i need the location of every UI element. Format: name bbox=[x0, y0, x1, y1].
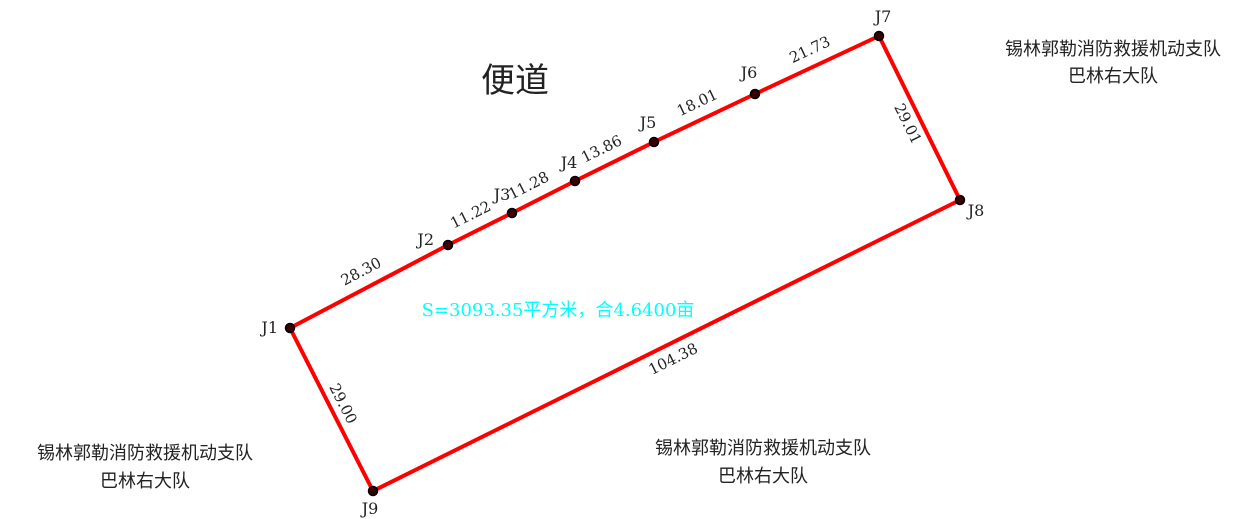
survey-point-label: J8 bbox=[966, 201, 985, 220]
survey-point-label: J7 bbox=[873, 7, 892, 26]
survey-point-marker bbox=[442, 239, 454, 251]
survey-point-marker bbox=[284, 322, 296, 334]
survey-point-label: J2 bbox=[415, 230, 434, 249]
neighbor-name: 锡林郭勒消防救援机动支队 bbox=[655, 438, 871, 459]
survey-point-label: J4 bbox=[559, 153, 578, 172]
boundary-edge-j2-j3 bbox=[446, 211, 514, 247]
survey-point-label: J3 bbox=[492, 185, 511, 204]
survey-point-marker bbox=[367, 485, 379, 497]
boundary-edge-j7-j8 bbox=[877, 34, 962, 202]
boundary-edge-j9-j1 bbox=[288, 326, 375, 493]
survey-point-label: J9 bbox=[360, 499, 379, 518]
boundary-edge-j3-j4 bbox=[510, 179, 577, 215]
boundary-layer bbox=[288, 34, 962, 493]
neighbor-label-bottom-center: 锡林郭勒消防救援机动支队 巴林右大队 bbox=[655, 438, 871, 487]
neighbor-label-top-right: 锡林郭勒消防救援机动支队 巴林右大队 bbox=[1005, 39, 1221, 87]
survey-point-marker bbox=[569, 175, 581, 187]
boundary-edge-j4-j5 bbox=[573, 140, 656, 183]
survey-point-label: J5 bbox=[638, 113, 657, 132]
boundary-edge-j1-j2 bbox=[288, 243, 450, 330]
neighbor-name: 锡林郭勒消防救援机动支队 bbox=[37, 443, 253, 464]
neighbor-label-bottom-left: 锡林郭勒消防救援机动支队 巴林右大队 bbox=[37, 443, 253, 492]
neighbor-unit: 巴林右大队 bbox=[100, 471, 190, 492]
neighbor-name: 锡林郭勒消防救援机动支队 bbox=[1005, 39, 1221, 60]
boundary-edge-j5-j6 bbox=[652, 92, 757, 144]
boundary-edge-j6-j7 bbox=[753, 34, 881, 96]
boundary-edge-j8-j9 bbox=[371, 198, 962, 493]
neighbor-unit: 巴林右大队 bbox=[718, 466, 808, 487]
survey-point-marker bbox=[873, 30, 885, 42]
survey-point-label: J6 bbox=[739, 63, 758, 82]
survey-point-marker bbox=[648, 136, 660, 148]
survey-point-label: J1 bbox=[259, 318, 278, 337]
area-label: S=3093.35平方米，合4.6400亩 bbox=[422, 300, 695, 321]
road-label: 便道 bbox=[481, 61, 549, 101]
survey-point-marker bbox=[749, 88, 761, 100]
point-layer: J1 J2 J3 J4 J5 J6 J7 J8 J9 bbox=[259, 7, 984, 518]
edge-length-label: 104.38 bbox=[646, 339, 701, 378]
survey-point-marker bbox=[506, 207, 518, 219]
survey-point-marker bbox=[954, 194, 966, 206]
neighbor-unit: 巴林右大队 bbox=[1068, 66, 1158, 87]
